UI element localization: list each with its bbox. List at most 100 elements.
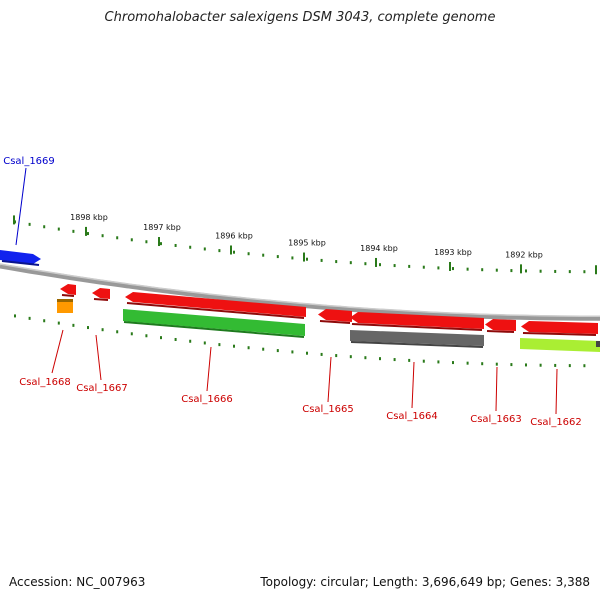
lower-tick-dot xyxy=(14,314,16,318)
gene-label-csal-1664: Csal_1664 xyxy=(386,411,438,422)
green-feature-shadow xyxy=(123,321,305,338)
major-tick xyxy=(158,237,160,247)
lower-tick-dot xyxy=(539,363,542,367)
lower-tick-dot xyxy=(116,330,119,334)
leader-line xyxy=(15,167,27,246)
upper-tick-dot xyxy=(568,270,571,274)
lower-tick-dot xyxy=(364,356,367,360)
major-tick xyxy=(595,265,597,275)
orange-feature-1668 xyxy=(57,301,73,313)
gray-feature-1664 xyxy=(350,330,484,346)
tick-label: 1898 kbp xyxy=(70,213,108,222)
major-tick xyxy=(230,245,232,255)
lower-tick-dot xyxy=(452,361,454,365)
lower-tick-dot xyxy=(130,332,133,336)
lower-tick-dot xyxy=(262,347,265,351)
gene-label-csal-1665: Csal_1665 xyxy=(302,404,354,415)
lower-tick-dot xyxy=(568,364,571,368)
backbone-highlight xyxy=(0,263,600,318)
upper-tick-dot xyxy=(583,270,586,274)
lower-tick-dot xyxy=(233,344,235,348)
upper-tick-dot xyxy=(116,236,119,240)
upper-tick-dot xyxy=(379,263,381,267)
lower-tick-dot xyxy=(101,328,104,332)
lower-tick-dot xyxy=(422,359,425,363)
upper-tick-dot xyxy=(72,229,75,233)
gene-csal-1669-arrow xyxy=(0,250,41,264)
upper-tick-dot xyxy=(437,266,440,270)
major-tick xyxy=(85,226,87,236)
leader-line xyxy=(555,368,558,415)
lower-tick-dot xyxy=(203,341,206,345)
gene-label-csal-1663: Csal_1663 xyxy=(470,414,522,425)
gene-csal-1665-arrow-shadow xyxy=(319,320,351,324)
upper-tick-dot xyxy=(203,247,206,251)
orange-feature-top xyxy=(57,299,73,302)
gene-csal-1666-arrow-shadow xyxy=(126,302,305,319)
upper-tick-dot xyxy=(393,264,396,268)
major-tick xyxy=(520,264,522,274)
upper-tick-dot xyxy=(495,268,498,272)
upper-tick-dot xyxy=(320,258,323,262)
tick-label: 1896 kbp xyxy=(215,231,253,240)
gene-csal-1668-arrow xyxy=(60,284,76,295)
lower-tick-dot xyxy=(43,319,46,323)
lower-tick-dot xyxy=(218,343,221,347)
upper-tick-dot xyxy=(335,260,338,264)
upper-tick-dot xyxy=(130,238,133,242)
lime-feature-end xyxy=(596,341,600,347)
lower-tick-dot xyxy=(466,361,469,365)
gene-label-csal-1662: Csal_1662 xyxy=(530,417,582,428)
upper-tick-dot xyxy=(101,234,104,238)
leader-line xyxy=(411,361,415,409)
gene-csal-1665-arrow xyxy=(318,309,352,322)
lower-tick-dot xyxy=(525,363,527,367)
upper-tick-dot xyxy=(28,222,31,226)
upper-tick-dot xyxy=(233,250,235,254)
lower-tick-dot xyxy=(379,357,381,361)
gene-csal-1664-arrow xyxy=(350,312,484,329)
lower-tick-dot xyxy=(160,336,162,340)
leader-line xyxy=(51,329,64,374)
map-title: Chromohalobacter salexigens DSM 3043, co… xyxy=(104,10,496,25)
gene-label-csal-1669: Csal_1669 xyxy=(3,156,55,167)
leader-line xyxy=(206,346,212,392)
upper-tick-dot xyxy=(57,227,60,231)
gray-feature-shadow xyxy=(350,341,484,348)
major-tick xyxy=(375,257,377,267)
tick-label: 1897 kbp xyxy=(143,223,181,232)
upper-tick-dot xyxy=(452,267,454,271)
lower-tick-dot xyxy=(349,355,352,359)
upper-tick-dot xyxy=(160,242,162,246)
accession-text: Accession: NC_007963 xyxy=(9,575,146,589)
green-feature-1666 xyxy=(123,309,305,336)
gene-csal-1668-arrow-shadow xyxy=(61,294,75,297)
lower-tick-dot xyxy=(291,350,294,354)
gene-csal-1663-arrow-shadow xyxy=(486,330,515,333)
tick-label: 1894 kbp xyxy=(360,244,398,253)
lower-tick-dot xyxy=(145,334,148,338)
leader-line xyxy=(327,356,332,403)
lower-tick-dot xyxy=(174,337,177,341)
backbone-line xyxy=(0,263,600,321)
lower-tick-dot xyxy=(481,362,484,366)
gene-csal-1664-arrow-shadow xyxy=(351,323,483,331)
lower-tick-dot xyxy=(57,321,60,325)
lower-tick-dot xyxy=(28,316,31,320)
lower-tick-dot xyxy=(554,363,557,367)
upper-tick-dot xyxy=(510,269,513,273)
gene-label-csal-1667: Csal_1667 xyxy=(76,383,128,394)
lower-tick-dot xyxy=(393,358,396,362)
leader-line xyxy=(495,366,498,412)
tick-label: 1895 kbp xyxy=(288,239,326,248)
upper-tick-dot xyxy=(539,269,542,273)
gene-csal-1662-arrow-shadow xyxy=(522,332,597,336)
tick-label: 1893 kbp xyxy=(434,248,472,257)
gene-csal-1662-arrow xyxy=(521,321,598,334)
lower-tick-dot xyxy=(189,339,192,343)
gene-csal-1667-arrow xyxy=(92,288,110,299)
upper-tick-dot xyxy=(466,267,469,271)
lower-tick-dot xyxy=(437,360,440,364)
lower-tick-dot xyxy=(247,346,250,350)
lower-tick-dot xyxy=(72,323,75,327)
